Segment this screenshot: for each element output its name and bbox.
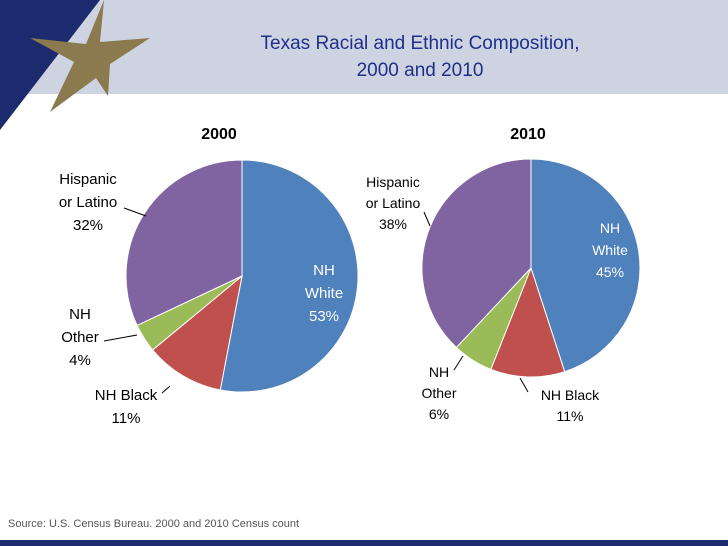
pie-slice-nh-white-2000 bbox=[219, 159, 359, 393]
chart-title-2000: 2000 bbox=[201, 126, 237, 143]
title-line-2: 2000 and 2010 bbox=[356, 60, 484, 81]
source-note: Source: U.S. Census Bureau. 2000 and 201… bbox=[8, 518, 300, 530]
label-white-2000-pct: 53% bbox=[308, 308, 340, 325]
logo-star-icon bbox=[30, 0, 150, 112]
label-other-2000-l1: NH bbox=[69, 306, 91, 323]
label-black-2010: NH Black 11% bbox=[520, 385, 620, 427]
pie-2000 bbox=[125, 159, 359, 393]
texas-star-logo bbox=[0, 0, 150, 130]
label-other-2010-l2: Other bbox=[421, 385, 457, 401]
title-line-1: Texas Racial and Ethnic Composition, bbox=[260, 33, 580, 54]
label-other-2000-pct: 4% bbox=[69, 352, 91, 369]
label-hispanic-2000-l1: Hispanic bbox=[59, 171, 117, 188]
pie-2010 bbox=[421, 158, 641, 378]
leader-line-other-2010 bbox=[453, 355, 464, 371]
label-hispanic-2010-l1: Hispanic bbox=[366, 174, 420, 190]
label-other-2010-pct: 6% bbox=[428, 406, 450, 422]
leader-line-hispanic-2000 bbox=[123, 207, 147, 217]
leader-line-black-2010 bbox=[519, 377, 529, 393]
label-hispanic-2010-pct: 38% bbox=[378, 216, 408, 232]
label-hispanic-2000: Hispanic or Latino 32% bbox=[38, 168, 138, 237]
label-other-2000-l2: Other bbox=[61, 329, 99, 346]
pie-slice-nh-white-2010 bbox=[530, 158, 641, 373]
label-white-2010: NH White 45% bbox=[560, 217, 660, 283]
leader-line-black-2000 bbox=[161, 385, 171, 394]
label-hispanic-2010: Hispanic or Latino 38% bbox=[343, 172, 443, 235]
label-white-2000-l2: White bbox=[304, 285, 344, 302]
pie-slice-hispanic-or-latino-2000 bbox=[125, 159, 243, 327]
label-hispanic-2000-pct: 32% bbox=[72, 217, 104, 234]
page-title: Texas Racial and Ethnic Composition, 200… bbox=[230, 30, 610, 84]
label-hispanic-2010-l2: or Latino bbox=[365, 195, 421, 211]
leader-line-other-2000 bbox=[103, 334, 138, 342]
label-black-2010-pct: 11% bbox=[556, 408, 584, 424]
label-black-2010-l1: NH Black bbox=[540, 387, 600, 403]
logo-navy-shape bbox=[0, 0, 100, 130]
label-white-2010-pct: 45% bbox=[595, 264, 625, 280]
pie-slice-nh-black-2010 bbox=[490, 266, 566, 378]
label-other-2010: NH Other 6% bbox=[389, 362, 489, 425]
label-white-2000-l1: NH bbox=[313, 262, 335, 279]
chart-title-2010: 2010 bbox=[510, 126, 546, 143]
pie-slice-hispanic-or-latino-2010 bbox=[421, 158, 532, 349]
label-other-2000: NH Other 4% bbox=[30, 303, 130, 372]
leader-line-hispanic-2010 bbox=[423, 211, 431, 227]
label-black-2000: NH Black 11% bbox=[76, 384, 176, 430]
leader-lines bbox=[103, 207, 529, 394]
label-hispanic-2000-l2: or Latino bbox=[58, 194, 118, 211]
label-black-2000-pct: 11% bbox=[111, 410, 141, 427]
pie-slice-nh-black-2000 bbox=[151, 274, 243, 391]
label-other-2010-l1: NH bbox=[428, 364, 450, 380]
label-white-2010-l2: White bbox=[592, 242, 628, 258]
bottom-bar bbox=[0, 540, 728, 546]
label-white-2010-l1: NH bbox=[599, 220, 621, 236]
label-white-2000: NH White 53% bbox=[274, 259, 374, 328]
label-black-2000-l1: NH Black bbox=[94, 387, 158, 404]
